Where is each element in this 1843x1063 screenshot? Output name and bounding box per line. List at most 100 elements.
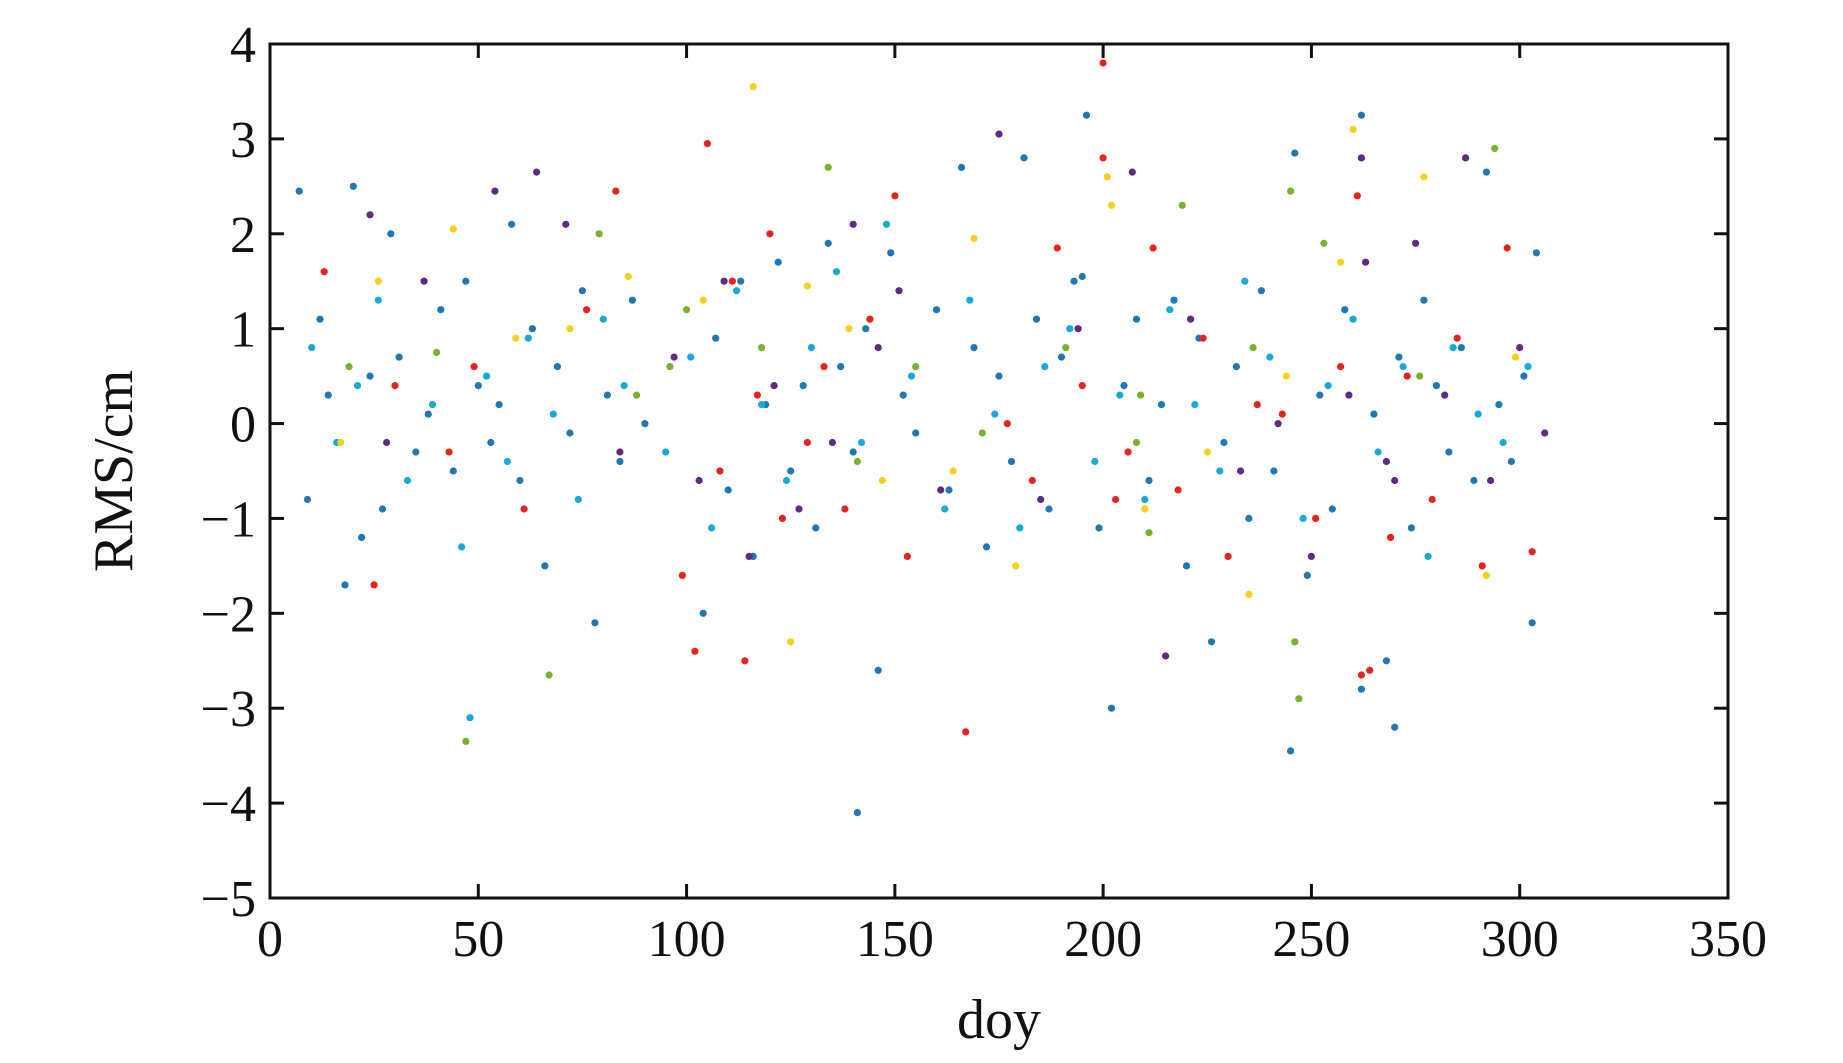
ticks-layer: 0 50 100 150 200 250 300 350 −5 −4 −3 −2 −1 0 1 2 3 4: [201, 17, 1767, 968]
y-tick-label: −5: [201, 871, 256, 928]
data-point: [774, 258, 782, 266]
data-point: [349, 182, 357, 190]
data-point: [1307, 552, 1315, 561]
data-point: [795, 505, 803, 513]
data-point: [837, 363, 845, 371]
data-point: [1370, 410, 1378, 418]
data-point: [595, 230, 603, 238]
data-point: [1170, 296, 1178, 304]
data-point: [524, 334, 532, 342]
data-point: [1541, 429, 1549, 437]
data-point: [1520, 372, 1528, 380]
data-point: [562, 220, 570, 228]
data-point: [733, 287, 741, 295]
data-point: [716, 467, 724, 475]
data-point: [516, 476, 524, 485]
data-point: [1191, 401, 1199, 409]
data-point: [395, 353, 403, 361]
data-point: [1187, 315, 1195, 323]
data-point: [1507, 457, 1515, 466]
data-point: [412, 448, 420, 456]
x-tick-label: 50: [452, 911, 504, 968]
data-point: [474, 382, 482, 390]
data-point: [691, 647, 699, 655]
data-point: [1137, 391, 1145, 399]
data-point: [1120, 382, 1128, 390]
data-point: [1141, 505, 1149, 513]
data-point: [383, 438, 391, 447]
data-point: [320, 268, 328, 276]
data-point: [624, 272, 632, 281]
data-point: [1012, 562, 1020, 570]
data-point: [1141, 495, 1149, 504]
data-point: [1291, 638, 1299, 646]
data-point: [895, 287, 903, 295]
data-point: [941, 505, 949, 513]
data-point: [495, 401, 503, 409]
data-point: [1112, 495, 1120, 504]
data-point: [433, 348, 441, 356]
x-tick-label: 250: [1272, 911, 1350, 968]
data-point: [616, 448, 624, 456]
data-point: [353, 382, 362, 390]
data-point: [862, 325, 870, 333]
data-point: [1287, 187, 1295, 195]
data-point: [912, 363, 920, 371]
data-point: [758, 401, 766, 409]
data-point: [1357, 111, 1365, 119]
data-point: [1407, 524, 1415, 532]
data-point: [995, 372, 1003, 380]
data-point: [578, 287, 587, 295]
y-axis-label: RMS/cm: [83, 370, 145, 572]
data-point: [603, 391, 612, 399]
data-point: [1282, 372, 1290, 380]
data-point: [891, 192, 899, 200]
data-point: [991, 410, 999, 418]
y-tick-label: 3: [230, 112, 256, 169]
data-point: [1062, 344, 1070, 352]
data-point: [541, 562, 549, 570]
data-point: [1353, 192, 1361, 200]
data-point: [549, 410, 557, 418]
data-point: [1357, 685, 1365, 693]
data-point: [662, 448, 670, 456]
data-point: [845, 325, 853, 333]
data-point: [1491, 144, 1499, 152]
data-point: [449, 467, 457, 475]
data-point: [341, 581, 349, 589]
x-tick-label: 300: [1481, 911, 1559, 968]
data-point: [358, 533, 366, 542]
data-point: [1449, 344, 1457, 352]
data-point: [1103, 173, 1111, 181]
data-point: [1387, 533, 1395, 542]
data-point: [1511, 353, 1520, 361]
y-tick-label: −2: [201, 586, 256, 643]
data-point: [1532, 249, 1540, 257]
data-point: [695, 476, 703, 485]
data-point: [512, 334, 520, 342]
data-point: [487, 438, 495, 447]
data-point: [1020, 154, 1028, 162]
data-point: [1303, 571, 1311, 580]
data-point: [1266, 353, 1274, 361]
data-point: [1399, 363, 1407, 371]
data-point: [1453, 334, 1461, 342]
data-point: [1237, 467, 1245, 475]
data-point: [778, 514, 787, 523]
data-point: [1482, 571, 1490, 580]
data-point: [462, 277, 470, 285]
data-point: [824, 163, 832, 171]
data-point: [633, 391, 641, 399]
data-point: [1203, 448, 1211, 456]
points-layer: [295, 59, 1549, 817]
data-point: [612, 187, 620, 195]
data-point: [1241, 277, 1249, 285]
data-point: [1391, 476, 1399, 485]
data-point: [428, 401, 437, 409]
data-point: [882, 220, 891, 228]
data-point: [295, 187, 303, 195]
data-point: [1232, 363, 1240, 371]
data-point: [824, 239, 832, 247]
data-point: [1016, 524, 1024, 532]
data-point: [1349, 315, 1357, 323]
